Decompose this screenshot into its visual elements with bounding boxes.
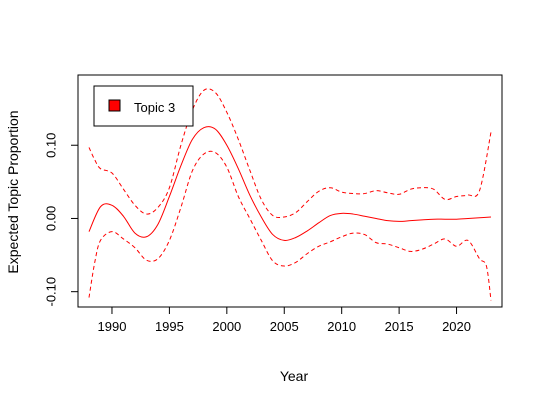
y-axis: -0.10 0.00 0.10 — [43, 133, 79, 307]
x-tick-label: 1995 — [155, 319, 184, 334]
x-tick-label: 2020 — [442, 319, 471, 334]
legend-label: Topic 3 — [134, 100, 175, 115]
x-tick-label: 2000 — [212, 319, 241, 334]
x-axis-title: Year — [280, 368, 309, 384]
series-line-lower-ci — [88, 150, 492, 301]
x-tick-label: 2015 — [385, 319, 414, 334]
x-axis: 1990 1995 2000 2005 2010 2015 2020 — [98, 306, 471, 334]
x-tick-label: 2005 — [270, 319, 299, 334]
x-tick-label: 2010 — [327, 319, 356, 334]
y-tick-label: 0.10 — [43, 133, 58, 158]
legend: Topic 3 — [93, 85, 194, 127]
y-tick-label: -0.10 — [43, 277, 58, 307]
y-tick-label: 0.00 — [43, 206, 58, 231]
series-line-upper-ci — [88, 88, 492, 219]
legend-swatch — [108, 99, 121, 112]
y-axis-title: Expected Topic Proportion — [5, 110, 21, 273]
series-line-estimate — [88, 126, 492, 241]
plot-lines — [88, 88, 492, 301]
x-tick-label: 1990 — [98, 319, 127, 334]
